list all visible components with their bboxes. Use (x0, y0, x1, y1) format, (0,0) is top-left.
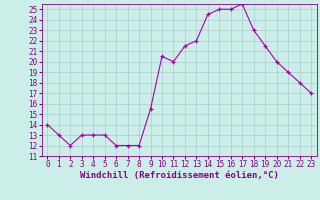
X-axis label: Windchill (Refroidissement éolien,°C): Windchill (Refroidissement éolien,°C) (80, 171, 279, 180)
